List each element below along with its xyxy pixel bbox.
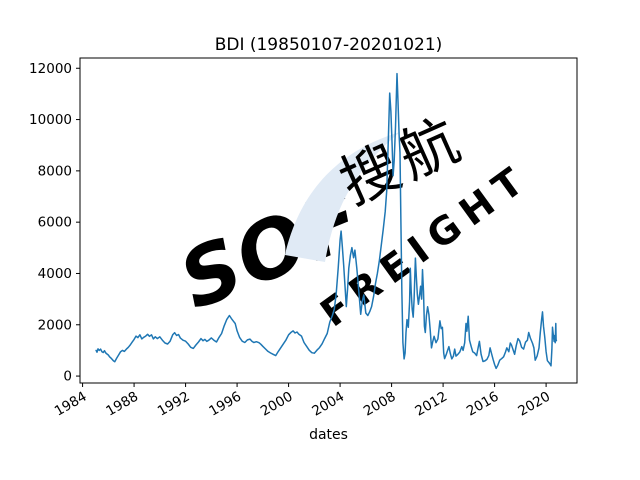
- x-tick-label: 2016: [464, 389, 502, 420]
- y-tick-label: 0: [63, 369, 72, 385]
- y-tick-label: 4000: [38, 266, 72, 282]
- x-tick-label: 1996: [206, 389, 244, 420]
- watermark-swoosh-icon: [285, 132, 400, 262]
- x-tick-label: 2008: [361, 389, 399, 420]
- x-tick-label: 1992: [155, 389, 193, 420]
- y-tick-label: 8000: [38, 163, 72, 179]
- x-tick-label: 1988: [103, 389, 141, 420]
- x-tick-label: 2020: [515, 389, 553, 420]
- y-tick-label: 10000: [29, 112, 72, 128]
- x-tick-label: 2000: [258, 389, 296, 420]
- x-tick-label: 2004: [309, 389, 347, 420]
- chart-title: BDI (19850107-20201021): [215, 35, 443, 55]
- axes-spines: [79, 57, 578, 384]
- y-tick-label: 6000: [38, 215, 72, 231]
- x-tick-label: 1984: [52, 389, 90, 420]
- x-tick-label: 2012: [412, 389, 450, 420]
- x-axis-label: dates: [309, 427, 348, 443]
- bdi-series-line: [95, 72, 558, 370]
- y-tick-label: 12000: [29, 61, 72, 77]
- y-tick-label: 2000: [38, 317, 72, 333]
- watermark: SOF 搜航 FREIGHT: [167, 104, 538, 336]
